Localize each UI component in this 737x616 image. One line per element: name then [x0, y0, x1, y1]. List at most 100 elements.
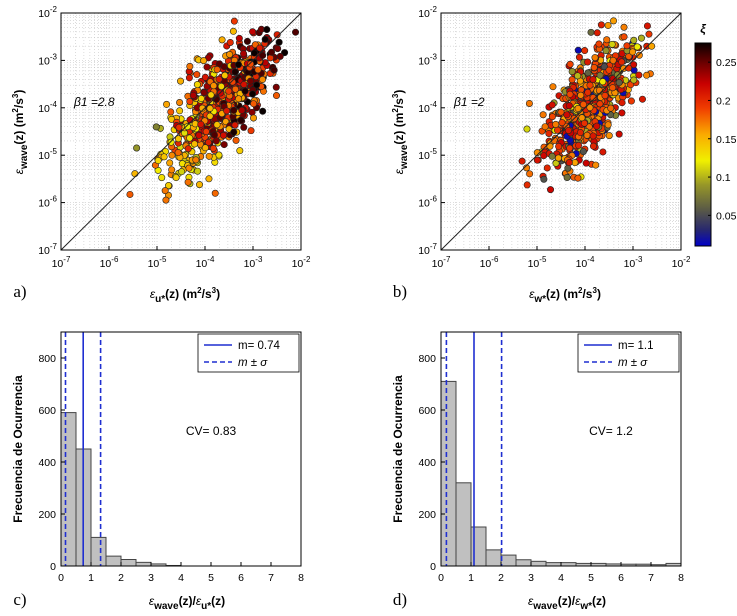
- y-tick-label: 800: [38, 353, 56, 365]
- data-point: [603, 36, 611, 44]
- data-point: [590, 64, 598, 72]
- data-point: [222, 118, 230, 126]
- y-tick-label: 600: [38, 405, 56, 417]
- colorbar-label: ξ: [700, 22, 706, 36]
- data-point: [230, 106, 238, 114]
- legend-sigma-label: m ± σ: [238, 357, 268, 369]
- y-tick-label: 10-6: [38, 195, 57, 210]
- data-point: [566, 144, 574, 152]
- data-point: [582, 159, 590, 167]
- colorbar-bar: [694, 42, 712, 247]
- data-point: [554, 154, 562, 162]
- data-point: [230, 128, 238, 136]
- data-point: [229, 78, 237, 86]
- data-point: [596, 71, 604, 79]
- x-tick-label: 10-4: [576, 255, 595, 270]
- data-point: [167, 138, 175, 146]
- data-point: [575, 141, 583, 149]
- data-point: [292, 28, 300, 36]
- data-point: [162, 196, 170, 204]
- y-tick-label: 10-7: [38, 242, 57, 257]
- data-point: [212, 137, 220, 145]
- legend: m= 1.1 m ± σ: [577, 333, 680, 373]
- data-point: [276, 52, 284, 60]
- data-point: [183, 123, 191, 131]
- y-tick-label: 0: [430, 561, 436, 573]
- data-point: [152, 123, 160, 131]
- data-point: [564, 164, 572, 172]
- x-axis-label-a: εu*(z) (m2/s3): [150, 286, 220, 305]
- data-point: [195, 131, 203, 139]
- data-point: [604, 21, 612, 29]
- data-point: [645, 30, 653, 38]
- data-point: [618, 109, 626, 117]
- data-point: [548, 101, 556, 109]
- data-point: [226, 51, 234, 59]
- data-point: [247, 127, 255, 135]
- data-point: [215, 75, 223, 83]
- y-tick-label: 10-2: [418, 5, 437, 20]
- colorbar-tick-label: 0.25: [716, 57, 737, 69]
- data-point: [240, 50, 248, 58]
- data-point: [243, 37, 251, 45]
- data-point: [574, 174, 582, 182]
- data-point: [176, 99, 184, 107]
- histogram-bar: [500, 554, 517, 567]
- data-point: [210, 131, 218, 139]
- data-point: [186, 62, 194, 70]
- data-point: [540, 152, 548, 160]
- data-point: [193, 71, 201, 79]
- data-point: [584, 69, 592, 77]
- histogram-bar: [90, 536, 107, 567]
- data-point: [609, 56, 617, 64]
- data-point: [578, 114, 586, 122]
- y-tick-label: 10-4: [38, 100, 57, 115]
- data-point: [613, 71, 621, 79]
- y-tick-label: 600: [418, 405, 436, 417]
- legend-mean-label: m= 0.74: [238, 340, 280, 352]
- data-point: [627, 97, 635, 105]
- data-point: [602, 47, 610, 55]
- data-point: [167, 108, 175, 116]
- data-point: [591, 54, 599, 62]
- data-point: [589, 142, 597, 150]
- data-point: [548, 113, 556, 121]
- tick-labels: 10-7 10-6 10-5 10-4 10-3 10-2 10-7 10-6 10-5 10-4…: [418, 5, 691, 270]
- data-point: [558, 119, 566, 127]
- data-points: [518, 17, 656, 194]
- data-point: [235, 95, 243, 103]
- data-point: [597, 21, 605, 29]
- data-point: [565, 159, 573, 167]
- data-point: [200, 57, 208, 65]
- data-point: [215, 151, 223, 159]
- data-point: [586, 81, 594, 89]
- data-point: [547, 186, 555, 194]
- data-point: [205, 175, 213, 183]
- data-point: [586, 104, 594, 112]
- data-point: [237, 116, 245, 124]
- data-point: [131, 170, 139, 178]
- histogram-bar: [560, 562, 577, 567]
- data-point: [584, 58, 592, 66]
- data-point: [609, 84, 617, 92]
- axes-frame: [440, 12, 682, 251]
- colorbar-tick-label: 0.1: [716, 172, 731, 184]
- data-point: [168, 166, 176, 174]
- data-point: [274, 45, 282, 53]
- data-point: [229, 27, 237, 35]
- data-point: [261, 35, 269, 43]
- data-point: [545, 129, 553, 137]
- data-point: [221, 71, 229, 79]
- data-point: [633, 43, 641, 51]
- data-point: [184, 145, 192, 153]
- x-tick-label: 10-7: [52, 255, 71, 270]
- data-point: [610, 17, 618, 25]
- data-point: [589, 94, 597, 102]
- data-point: [608, 40, 616, 48]
- data-point: [600, 63, 608, 71]
- data-point: [599, 148, 607, 156]
- x-tick-label: 7: [268, 572, 274, 584]
- data-point: [241, 87, 249, 95]
- data-point: [205, 152, 213, 160]
- data-point: [592, 161, 600, 169]
